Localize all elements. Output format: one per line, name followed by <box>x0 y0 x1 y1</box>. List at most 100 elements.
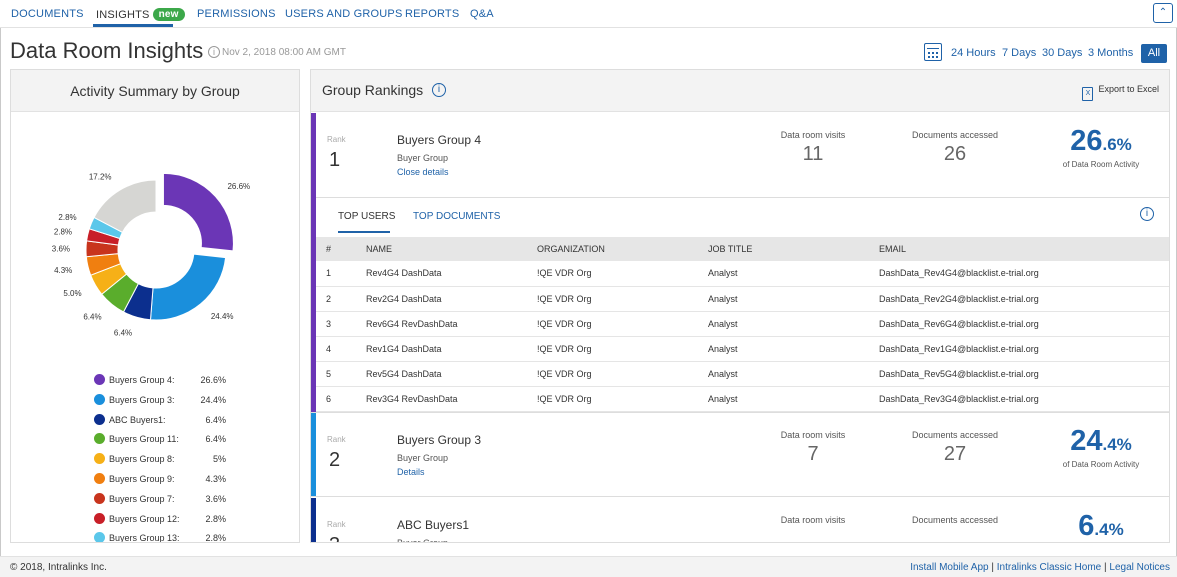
tab-permissions[interactable]: PERMISSIONS <box>197 8 276 20</box>
footer-separator: | <box>1104 562 1107 573</box>
legal-notices-link[interactable]: Legal Notices <box>1109 562 1170 573</box>
active-subtab-indicator <box>338 231 390 233</box>
tab-qa[interactable]: Q&A <box>470 8 494 20</box>
stat-label: Documents accessed <box>911 130 999 140</box>
legend-label: Buyers Group 8: <box>109 454 175 465</box>
documents-accessed-stat: Documents accessed <box>910 514 1000 526</box>
group-type: Buyer Group <box>397 538 449 543</box>
range-24-hours[interactable]: 24 Hours <box>951 47 996 59</box>
group-rankings-header: Group Rankings i X Export to Excel <box>311 70 1169 112</box>
tab-top-documents[interactable]: TOP DOCUMENTS <box>413 211 501 222</box>
slice-value-label: 17.2% <box>89 172 112 181</box>
legend-label: ABC Buyers1: <box>109 414 166 425</box>
legend-color-dot <box>94 413 105 425</box>
legend-item: Buyers Group 3: 24.4% <box>91 392 251 412</box>
table-row[interactable]: 4 Rev1G4 DashData !QE VDR Org Analyst DashDa… <box>316 336 1169 362</box>
stat-value: 11 <box>802 143 824 165</box>
legend-item: Buyers Group 13: 2.8% <box>91 530 251 542</box>
slice-value-label: 5.0% <box>63 289 81 298</box>
footer: © 2018, Intralinks Inc. Install Mobile A… <box>0 556 1177 577</box>
page-date: Nov 2, 2018 08:00 AM GMT <box>222 47 346 58</box>
legend-value: 3.6% <box>205 493 226 504</box>
donut-slice[interactable] <box>162 172 234 252</box>
organization: !QE VDR Org <box>537 261 708 287</box>
range-30-days[interactable]: 30 Days <box>1042 47 1083 59</box>
range-7-days[interactable]: 7 Days <box>1002 47 1037 59</box>
percent-int: 24 <box>1070 425 1103 457</box>
table-row[interactable]: 2 Rev2G4 DashData !QE VDR Org Analyst DashDa… <box>316 286 1169 312</box>
details-link[interactable]: Details <box>397 467 425 477</box>
collapse-up-icon[interactable]: ⌃ <box>1153 3 1173 23</box>
legend-item: ABC Buyers1: 6.4% <box>91 412 251 432</box>
range-3-months[interactable]: 3 Months <box>1088 47 1134 59</box>
table-row[interactable]: 6 Rev3G4 RevDashData !QE VDR Org Analyst Das… <box>316 386 1169 412</box>
table-row[interactable]: 3 Rev6G4 RevDashData !QE VDR Org Analyst Das… <box>316 311 1169 337</box>
export-to-excel-button[interactable]: X Export to Excel <box>1082 84 1159 101</box>
activity-label: of Data Room Activity <box>1062 160 1140 169</box>
group-name: Buyers Group 4 <box>397 133 482 147</box>
email: DashData_Rev2G4@blacklist.e-trial.org <box>879 286 1169 312</box>
copyright: © 2018, Intralinks Inc. <box>10 562 107 573</box>
info-icon[interactable]: i <box>208 46 220 58</box>
install-mobile-app-link[interactable]: Install Mobile App <box>910 562 989 573</box>
info-icon[interactable]: i <box>432 83 446 97</box>
activity-percent: 24.4% of Data Room Activity <box>1041 425 1161 469</box>
stat-value: 27 <box>943 443 967 465</box>
column-header: NAME <box>366 237 537 261</box>
donut-slice[interactable] <box>149 253 227 321</box>
slice-value-label: 2.8% <box>54 227 72 236</box>
data-room-visits-stat: Data room visits 7 <box>768 429 858 466</box>
activity-percent: 6.4% <box>1041 510 1161 542</box>
details-subtabs: TOP USERS TOP DOCUMENTS i <box>316 195 1169 236</box>
legend-color-dot <box>94 472 105 484</box>
footer-links: Install Mobile App | Intralinks Classic … <box>910 562 1170 573</box>
info-icon[interactable]: i <box>1140 207 1154 221</box>
percent-dec: .4% <box>1094 520 1124 539</box>
group-rankings-panel: Group Rankings i X Export to Excel Rank 1… <box>310 69 1170 543</box>
tab-users-and-groups[interactable]: USERS AND GROUPS <box>285 8 403 20</box>
legend-color-dot <box>94 453 105 465</box>
group-card: Rank 2 Buyers Group 3 Buyer Group Detail… <box>311 412 1169 497</box>
legend-label: Buyers Group 4: <box>109 375 175 385</box>
job-title: Analyst <box>708 286 879 312</box>
activity-label: of Data Room Activity <box>1062 460 1140 469</box>
row-number: 3 <box>316 311 366 337</box>
legend-item: Buyers Group 9: 4.3% <box>91 471 251 491</box>
export-label: Export to Excel <box>1098 84 1159 94</box>
legend-label: Buyers Group 3: <box>109 394 175 405</box>
calendar-icon[interactable] <box>924 43 942 61</box>
slice-value-label: 6.4% <box>83 313 101 322</box>
chart-legend: Buyers Group 4: 26.6% Buyers Group 3: 24.4%… <box>91 372 251 542</box>
stat-label: Data room visits <box>780 130 846 140</box>
organization: !QE VDR Org <box>537 311 708 337</box>
intralinks-classic-home-link[interactable]: Intralinks Classic Home <box>996 562 1102 573</box>
close-details-link[interactable]: Close details <box>397 167 449 177</box>
legend-value: 26.6% <box>200 375 226 385</box>
table-row[interactable]: 1 Rev4G4 DashData !QE VDR Org Analyst DashDa… <box>316 261 1169 287</box>
donut-slice[interactable] <box>93 179 157 233</box>
legend-value: 6.4% <box>205 434 226 445</box>
rank-number: 1 <box>329 149 341 171</box>
tab-top-users[interactable]: TOP USERS <box>338 211 396 222</box>
tab-documents[interactable]: DOCUMENTS <box>11 8 84 20</box>
job-title: Analyst <box>708 336 879 362</box>
organization: !QE VDR Org <box>537 361 708 387</box>
row-number: 5 <box>316 361 366 387</box>
percent-int: 26 <box>1070 125 1103 157</box>
page-title: Data Room Insights <box>10 38 204 63</box>
legend-color-dot <box>94 393 105 405</box>
group-card: Rank 1 Buyers Group 4 Buyer Group Close … <box>311 113 1169 413</box>
legend-label: Buyers Group 12: <box>109 513 180 524</box>
column-header: ORGANIZATION <box>537 237 708 261</box>
legend-value: 6.4% <box>205 414 226 425</box>
percent-int: 6 <box>1078 510 1095 542</box>
email: DashData_Rev6G4@blacklist.e-trial.org <box>879 311 1169 337</box>
tab-insights[interactable]: INSIGHTS new <box>96 8 185 21</box>
range-all-button[interactable]: All <box>1141 44 1167 63</box>
user-name: Rev2G4 DashData <box>366 286 537 312</box>
legend-item: Buyers Group 11: 6.4% <box>91 431 251 451</box>
legend-color-dot <box>94 433 105 445</box>
group-name: ABC Buyers1 <box>397 518 470 532</box>
tab-reports[interactable]: REPORTS <box>405 8 460 20</box>
table-row[interactable]: 5 Rev5G4 DashData !QE VDR Org Analyst DashDa… <box>316 361 1169 387</box>
